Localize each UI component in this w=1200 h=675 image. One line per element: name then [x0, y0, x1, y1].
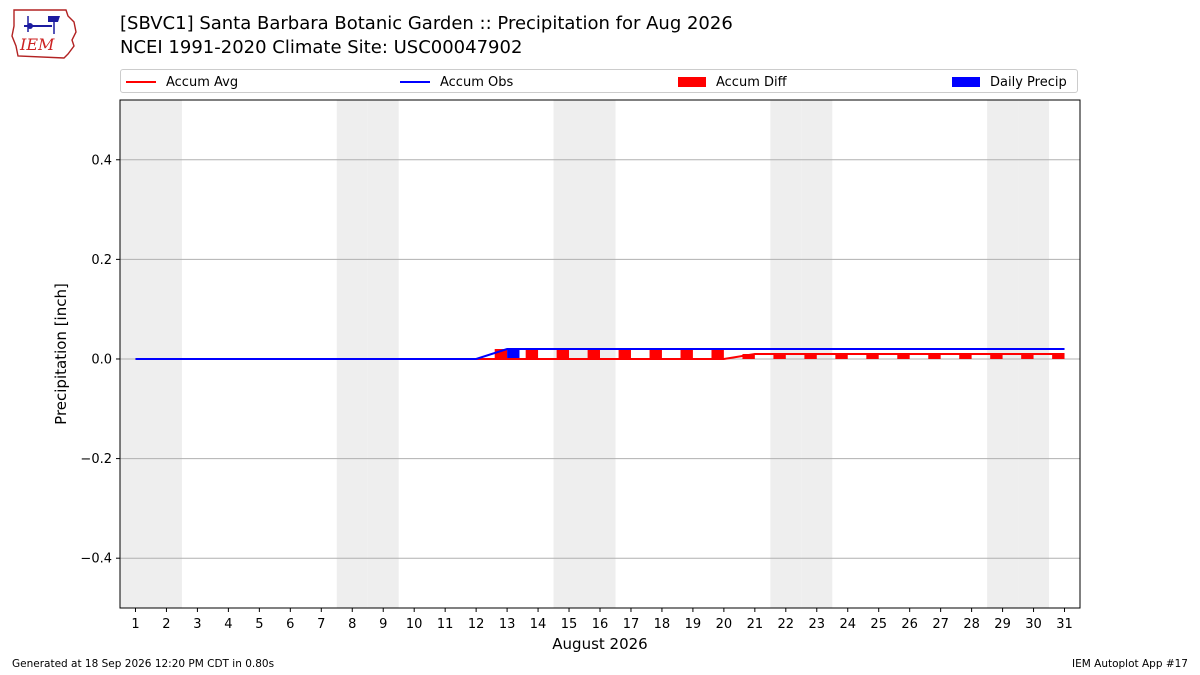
accum-diff-bar-20 — [711, 349, 724, 359]
legend-label-daily-precip: Daily Precip — [990, 74, 1067, 90]
xtick-label-9: 9 — [379, 617, 387, 632]
x-axis-ticks: 1 2 3 4 5 6 7 8 9 10 11 12 13 14 15 16 17 18 19 20 21 22 23 24 2… — [131, 608, 1073, 632]
xtick-label-20: 20 — [716, 617, 733, 632]
ytick-label-2: 0.0 — [91, 352, 112, 367]
title-line-1: [SBVC1] Santa Barbara Botanic Garden :: … — [120, 13, 733, 34]
weekend-band-8 — [336, 100, 368, 608]
y-axis-label: Precipitation [inch] — [52, 283, 70, 425]
title-line-2: NCEI 1991-2020 Climate Site: USC00047902 — [120, 37, 523, 58]
accum-diff-bar-22 — [773, 354, 786, 359]
xtick-label-10: 10 — [406, 617, 423, 632]
accum-diff-bar-28 — [959, 354, 972, 359]
xtick-label-31: 31 — [1056, 617, 1073, 632]
legend-item-accum-obs: Accum Obs — [400, 70, 513, 94]
xtick-label-8: 8 — [348, 617, 356, 632]
legend-label-accum-obs: Accum Obs — [440, 74, 514, 90]
bars — [494, 349, 1065, 359]
legend: Accum Avg Accum Obs Accum Diff Daily Pre… — [120, 69, 1078, 93]
accum-obs-swatch — [400, 81, 430, 83]
accum-diff-bar-24 — [835, 354, 848, 359]
xtick-label-30: 30 — [1025, 617, 1042, 632]
ytick-label-0: 0.4 — [91, 153, 112, 168]
xtick-label-17: 17 — [623, 617, 640, 632]
xtick-label-24: 24 — [839, 617, 856, 632]
accum-diff-bar-31 — [1052, 354, 1065, 359]
weekend-band-9 — [367, 100, 399, 608]
xtick-label-28: 28 — [963, 617, 980, 632]
footer-generated: Generated at 18 Sep 2026 12:20 PM CDT in… — [12, 658, 275, 670]
accum-diff-bar-17 — [618, 349, 631, 359]
accum-diff-bar-30 — [1021, 354, 1034, 359]
accum-diff-bar-16 — [587, 349, 600, 359]
ytick-label-4: −0.4 — [80, 552, 112, 567]
legend-label-accum-diff: Accum Diff — [716, 74, 787, 90]
accum-diff-bar-25 — [866, 354, 879, 359]
xtick-label-26: 26 — [901, 617, 918, 632]
accum-diff-bar-23 — [804, 354, 817, 359]
xtick-label-2: 2 — [162, 617, 170, 632]
accum-diff-bar-29 — [990, 354, 1003, 359]
daily-precip-swatch — [952, 77, 980, 87]
xtick-label-3: 3 — [193, 617, 201, 632]
accum-obs-line — [135, 348, 1065, 360]
xtick-label-21: 21 — [747, 617, 764, 632]
iem-logo: IEM — [8, 6, 82, 60]
xtick-label-14: 14 — [530, 617, 547, 632]
daily-precip-bar-13 — [507, 349, 520, 359]
legend-item-accum-avg: Accum Avg — [126, 70, 238, 94]
xtick-label-29: 29 — [994, 617, 1011, 632]
accum-diff-bar-27 — [928, 354, 941, 359]
logo-text: IEM — [19, 35, 55, 54]
xtick-label-22: 22 — [778, 617, 795, 632]
xtick-label-12: 12 — [468, 617, 485, 632]
xtick-label-18: 18 — [654, 617, 671, 632]
accum-diff-bar-26 — [897, 354, 910, 359]
accum-avg-swatch — [126, 81, 156, 83]
y-axis-ticks: 0.4 0.2 0.0 −0.2 −0.4 — [80, 153, 120, 567]
xtick-label-27: 27 — [932, 617, 949, 632]
ytick-label-1: 0.2 — [91, 253, 112, 268]
xtick-label-4: 4 — [224, 617, 232, 632]
xtick-label-16: 16 — [592, 617, 609, 632]
xtick-label-13: 13 — [499, 617, 516, 632]
x-axis-label: August 2026 — [552, 635, 647, 653]
xtick-label-7: 7 — [317, 617, 325, 632]
grid-lines — [120, 159, 1080, 559]
accum-diff-swatch — [678, 77, 706, 87]
xtick-label-15: 15 — [561, 617, 578, 632]
xtick-label-11: 11 — [437, 617, 454, 632]
weekend-band-2 — [150, 100, 182, 608]
xtick-label-19: 19 — [685, 617, 702, 632]
accum-diff-bar-14 — [525, 349, 539, 359]
ytick-label-3: −0.2 — [80, 452, 112, 467]
series-lines — [135, 348, 1065, 360]
xtick-label-1: 1 — [131, 617, 139, 632]
legend-item-accum-diff: Accum Diff — [678, 70, 787, 94]
weekend-band-1 — [120, 100, 151, 608]
xtick-label-5: 5 — [255, 617, 263, 632]
legend-label-accum-avg: Accum Avg — [166, 74, 239, 90]
accum-diff-bar-21 — [742, 354, 755, 359]
xtick-label-6: 6 — [286, 617, 294, 632]
xtick-label-25: 25 — [870, 617, 887, 632]
accum-diff-bar-18 — [649, 349, 662, 359]
xtick-label-23: 23 — [809, 617, 826, 632]
accum-diff-bar-19 — [680, 349, 693, 359]
legend-item-daily-precip: Daily Precip — [952, 70, 1067, 94]
accum-diff-bar-15 — [556, 349, 570, 359]
chart-title: [SBVC1] Santa Barbara Botanic Garden :: … — [120, 12, 733, 60]
footer-app: IEM Autoplot App #17 — [1072, 658, 1188, 670]
accum-diff-bar-13 — [494, 349, 508, 359]
